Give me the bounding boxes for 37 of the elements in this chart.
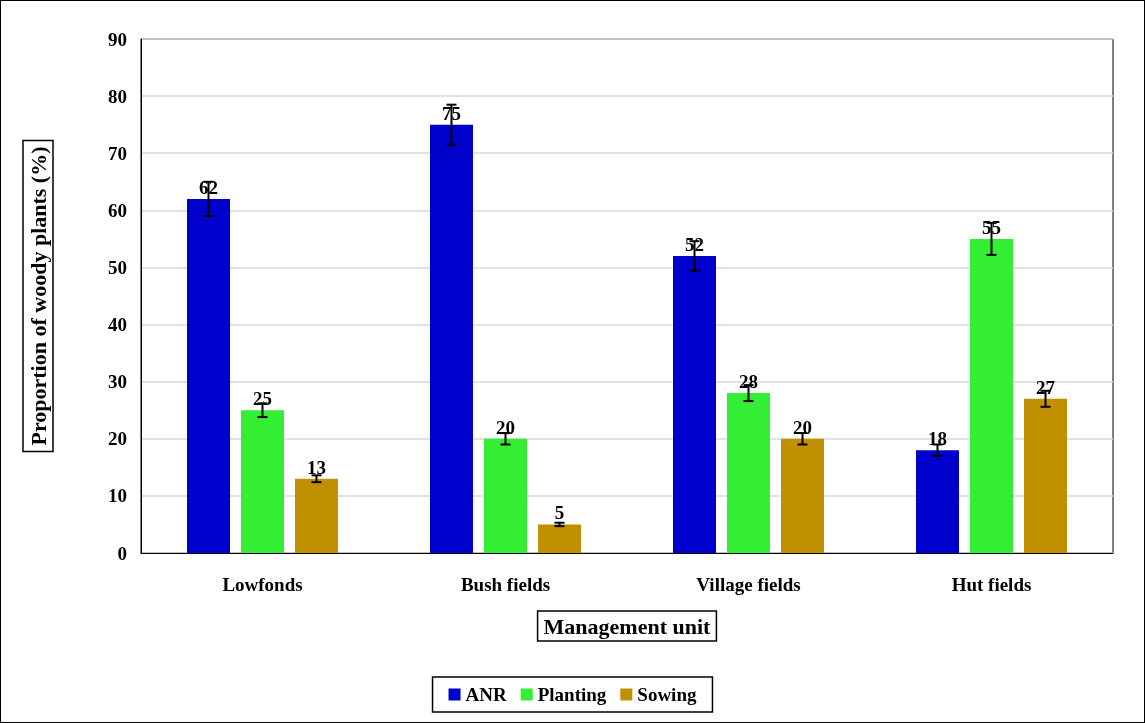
y-axis-title: Proportion of woody plants (%) (25, 146, 51, 446)
y-tick-label: 50 (108, 256, 127, 278)
bar (673, 256, 716, 553)
bar (430, 124, 473, 553)
x-axis-title: Management unit (543, 613, 712, 639)
y-tick-label: 70 (108, 142, 127, 164)
legend-label: ANR (465, 684, 507, 705)
data-label: 28 (739, 371, 758, 393)
bar (241, 410, 284, 553)
bar (187, 198, 230, 553)
y-tick-label: 30 (108, 371, 127, 393)
bar (295, 478, 338, 553)
bar (970, 238, 1013, 553)
x-tick-label: Village fields (696, 574, 801, 595)
y-tick-label: 0 (117, 542, 127, 564)
data-label: 20 (793, 416, 812, 438)
bar (1024, 398, 1067, 553)
bar (484, 438, 527, 553)
y-tick-label: 10 (108, 485, 127, 507)
x-tick-label: Hut fields (951, 574, 1032, 595)
y-tick-label: 90 (108, 28, 127, 50)
data-label: 13 (307, 456, 326, 478)
x-tick-label: Bush fields (460, 574, 551, 595)
y-tick-label: 60 (108, 199, 127, 221)
y-tick-label: 40 (108, 314, 127, 336)
y-tick-label: 20 (108, 428, 127, 450)
data-label: 27 (1036, 376, 1056, 398)
bar (538, 524, 581, 553)
legend-label: Sowing (637, 684, 697, 705)
data-label: 20 (496, 416, 515, 438)
data-label: 5 (554, 502, 565, 524)
bar (727, 393, 770, 553)
legend-label: Planting (537, 684, 607, 705)
bar (781, 438, 824, 553)
y-tick-label: 80 (108, 85, 127, 107)
x-tick-label: Lowfonds (222, 574, 303, 595)
bar (916, 450, 959, 553)
